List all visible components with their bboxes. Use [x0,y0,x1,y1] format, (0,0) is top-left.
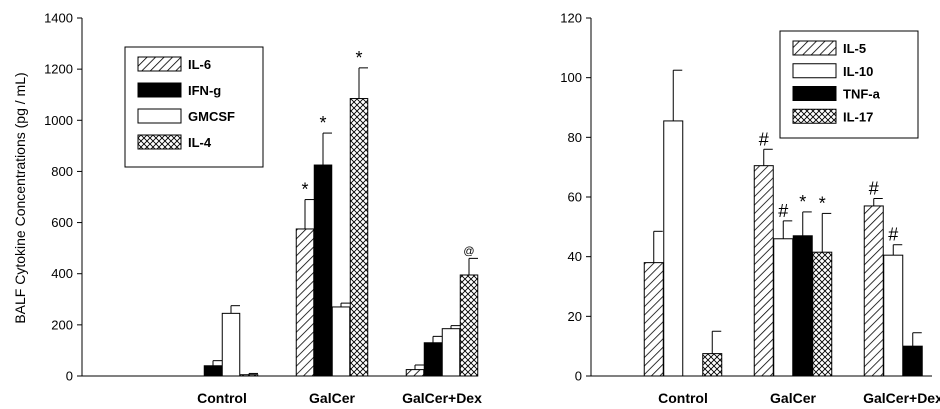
right-y-tick-label: 40 [568,249,582,264]
right-y-tick-label: 20 [568,309,582,324]
right-y-tick-label: 100 [560,70,582,85]
right-bar-il-5 [643,262,664,377]
right-significance-marker: # [778,201,788,221]
left-bar-ifn-g [423,342,443,377]
left-bar-il-4 [239,374,259,377]
right-significance-marker: * [819,193,826,213]
left-bar-il-4 [459,274,479,377]
left-y-axis-label: BALF Cytokine Concentrations (pg / mL) [12,72,28,323]
left-legend-label: IL-6 [188,57,211,72]
left-category-label: GalCer [309,390,355,406]
right-category-label: GalCer+Dex [863,390,940,406]
left-legend-label: IL-4 [188,135,212,150]
right-category-label: Control [658,390,708,406]
left-bar-gmcsf [441,328,461,377]
right-significance-marker: * [799,192,806,212]
left-y-tick-label: 1000 [44,113,73,128]
right-bar-tnf-a [792,235,813,377]
right-bar-il-10 [663,120,684,377]
left-y-tick-label: 0 [66,369,73,384]
right-legend-label: IL-17 [843,109,873,124]
left-significance-marker: @ [463,245,474,257]
left-significance-marker: * [301,180,308,200]
right-legend-swatch [792,40,837,56]
left-bar-il-6 [405,369,425,377]
right-bar-il-17 [812,251,833,377]
left-bar-il-6 [295,228,315,377]
right-legend-label: IL-10 [843,64,873,79]
left-y-tick-label: 1400 [44,11,73,26]
right-bar-il-5 [753,165,774,377]
right-legend-swatch [792,63,837,79]
right-bar-tnf-a [902,345,923,377]
right-y-tick-label: 0 [575,369,582,384]
right-legend-swatch [792,86,837,101]
right-y-tick-label: 80 [568,130,582,145]
left-legend: IL-6 IFN-g GMCSF IL-4 [124,46,264,168]
right-y-tick-label: 120 [560,11,582,26]
right-bar-il-10 [773,238,794,377]
right-bar-il-10 [883,254,904,377]
left-y-tick-label: 200 [51,317,73,332]
left-significance-marker: * [355,48,362,68]
left-y-tick-label: 600 [51,215,73,230]
right-bar-il-17 [702,353,723,377]
right-legend: IL-5 IL-10 TNF-a IL-17 [779,30,919,139]
right-category-label: GalCer [770,390,816,406]
left-bar-gmcsf [221,312,241,377]
left-bar-ifn-g [203,365,223,377]
left-category-label: GalCer+Dex [402,390,482,406]
left-legend-label: GMCSF [188,109,235,124]
left-category-label: Control [197,390,247,406]
left-legend-swatch [137,134,182,150]
left-y-tick-label: 1200 [44,62,73,77]
left-y-tick-label: 800 [51,164,73,179]
left-y-tick-label: 400 [51,266,73,281]
right-y-tick-label: 60 [568,190,582,205]
right-legend-label: TNF-a [843,87,881,102]
left-legend-swatch [137,108,182,124]
left-chart-panel: BALF Cytokine Concentrations (pg / mL) 0… [12,11,482,407]
left-legend-swatch [137,56,182,72]
right-significance-marker: # [869,178,879,198]
left-bar-il-4 [349,98,369,377]
left-bar-ifn-g [313,164,333,377]
right-chart-panel: 0 20 40 60 80 100 120 Control GalCer GalCer+Dex # #… [560,11,940,407]
left-bar-gmcsf [331,306,351,377]
left-legend-swatch [137,82,182,98]
right-significance-marker: # [888,225,898,245]
right-bar-il-5 [863,205,884,377]
right-significance-marker: # [759,129,769,149]
left-significance-marker: * [319,113,326,133]
right-legend-swatch [792,108,837,124]
left-legend-label: IFN-g [188,83,221,98]
right-legend-label: IL-5 [843,41,866,56]
